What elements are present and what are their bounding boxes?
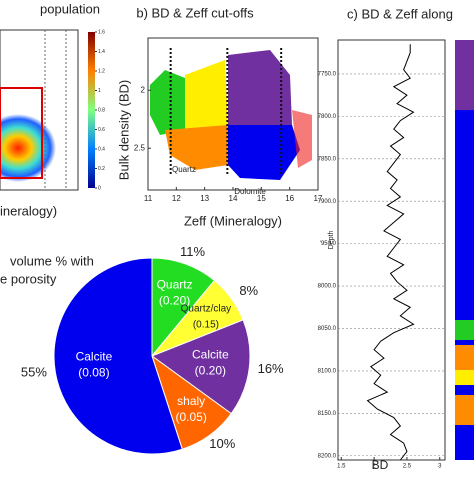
slice-porosity: (0.08) xyxy=(78,365,109,379)
colorbar xyxy=(88,32,95,188)
x-tick-label: 11 xyxy=(144,194,153,203)
y-tick-label: 2.5 xyxy=(134,143,146,152)
pie-slice xyxy=(53,257,183,455)
pie-title: e porosity xyxy=(0,271,57,286)
y-tick-label: 8050.0 xyxy=(318,326,337,332)
x-tick-label: 3 xyxy=(438,464,442,470)
value-label: 8% xyxy=(239,283,258,298)
colorbar-tick-label: 1.4 xyxy=(98,49,105,55)
slice-porosity: (0.20) xyxy=(195,364,226,378)
colorbar-tick-label: 0.2 xyxy=(98,166,105,172)
colorbar-tick-label: 1.2 xyxy=(98,68,105,74)
y-tick-label: 8200.0 xyxy=(318,453,337,459)
slice-label: Calcite xyxy=(192,348,229,362)
x-tick-label: 17 xyxy=(314,194,323,203)
x-label: ineralogy) xyxy=(0,203,57,218)
y-tick-label: 8000.0 xyxy=(318,284,337,290)
x-tick-label: 16 xyxy=(285,194,294,203)
cluster xyxy=(228,125,300,180)
slice-label: Quartz xyxy=(157,277,193,291)
colorbar-tick-label: 0.6 xyxy=(98,127,105,133)
x-label: Zeff (Mineralogy) xyxy=(184,213,282,228)
y-tick-label: 8150.0 xyxy=(318,411,337,417)
y-tick-label: 8100.0 xyxy=(318,368,337,374)
facies-band xyxy=(455,320,474,340)
y-tick-label: 7900.0 xyxy=(318,199,337,205)
y-tick-label: 7850.0 xyxy=(318,156,337,162)
colorbar-tick-label: 1 xyxy=(98,88,101,94)
bd-log xyxy=(366,44,415,461)
facies-band xyxy=(455,40,474,110)
colorbar-tick-label: 0.8 xyxy=(98,107,105,113)
slice-label: shaly xyxy=(177,394,205,408)
colorbar-tick-label: 1.6 xyxy=(98,29,105,35)
y-label: Bulk density (BD) xyxy=(116,80,131,180)
value-label: 55% xyxy=(21,365,47,380)
y-tick-label: 7750.0 xyxy=(318,72,337,78)
annotation: Quartz xyxy=(172,165,196,174)
value-label: 16% xyxy=(258,361,284,376)
facies-band xyxy=(455,370,474,385)
cluster xyxy=(185,60,228,130)
panel-a-frame xyxy=(0,29,79,191)
slice-label: Calcite xyxy=(76,349,113,363)
annotation: Dolomite xyxy=(234,187,266,196)
pie-title: volume % with xyxy=(10,253,94,268)
cluster xyxy=(150,70,185,135)
slice-porosity: (0.20) xyxy=(159,293,190,307)
panel-title: b) BD & Zeff cut-offs xyxy=(136,5,254,20)
selection-box xyxy=(0,87,43,179)
slice-porosity: (0.15) xyxy=(193,319,219,330)
x-tick-label: 13 xyxy=(200,194,209,203)
facies-band xyxy=(455,395,474,425)
cluster xyxy=(165,125,228,170)
y-tick-label: '950.0 xyxy=(320,241,337,247)
slice-label: Quartz/clay xyxy=(181,303,232,314)
y-tick-label: 7800.0 xyxy=(318,114,337,120)
colorbar-tick-label: 0 xyxy=(98,185,101,191)
cluster xyxy=(228,50,292,125)
slice-porosity: (0.05) xyxy=(175,410,206,424)
density-cloud xyxy=(0,114,56,182)
x-tick-label: 15 xyxy=(257,194,266,203)
colorbar-tick-label: 0.4 xyxy=(98,146,105,152)
cluster xyxy=(292,110,312,168)
y-label: Depth xyxy=(328,231,335,250)
pie-slice xyxy=(150,319,251,415)
x-label: BD xyxy=(372,458,389,472)
facies-band xyxy=(455,345,474,370)
x-tick-label: 2 xyxy=(372,464,376,470)
value-label: 11% xyxy=(180,244,205,259)
x-tick-label: 14 xyxy=(229,194,238,203)
x-tick-label: 1.5 xyxy=(337,464,346,470)
panel-title: c) BD & Zeff along xyxy=(347,6,453,21)
x-tick-label: 12 xyxy=(172,194,181,203)
x-tick-label: 2.5 xyxy=(403,464,412,470)
panel-c-frame xyxy=(337,39,446,461)
panel-title: population xyxy=(40,1,100,16)
y-tick-label: 2 xyxy=(141,85,146,94)
pie-slice xyxy=(151,257,216,358)
value-label: 10% xyxy=(209,436,235,451)
